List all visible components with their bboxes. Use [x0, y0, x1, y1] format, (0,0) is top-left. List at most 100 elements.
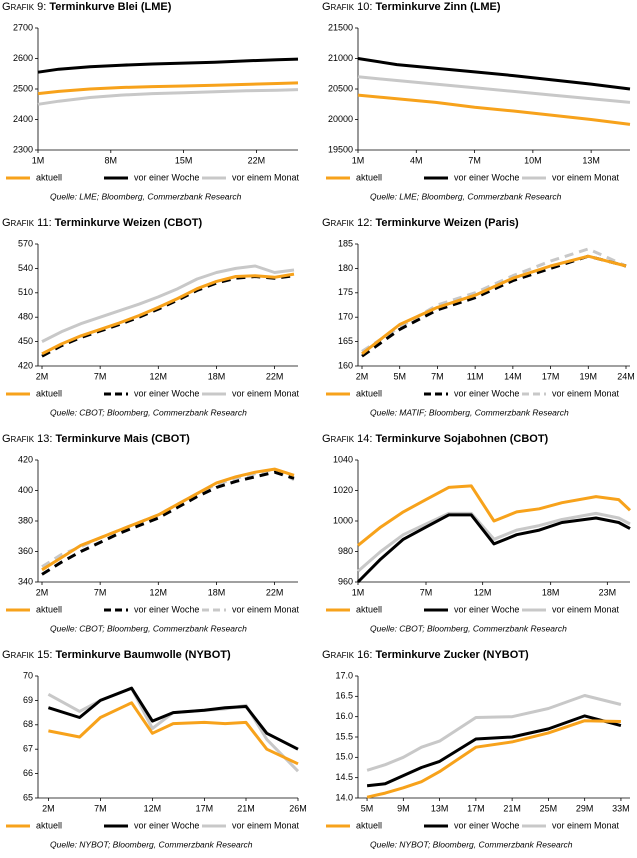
y-tick-label: 1020 — [333, 485, 353, 495]
chart-title-text: Terminkurve Zinn (LME) — [375, 1, 500, 13]
x-tick-label: 17M — [467, 803, 485, 813]
legend-label: vor einer Woche — [134, 604, 199, 614]
series-line — [357, 484, 632, 547]
chart-title: Grafik 11: Terminkurve Weizen (CBOT) — [2, 217, 202, 229]
series-line — [37, 81, 299, 96]
x-tick-label: 25M — [540, 803, 558, 813]
x-tick-label: 2M — [356, 371, 369, 381]
series-line — [366, 694, 622, 772]
x-tick-label: 5M — [393, 371, 406, 381]
x-tick-label: 17M — [196, 803, 214, 813]
y-tick-label: 1000 — [333, 515, 353, 525]
y-tick-label: 16.0 — [335, 711, 353, 721]
chart-title: Grafik 9: Terminkurve Blei (LME) — [2, 1, 172, 13]
legend-label: vor einem Monat — [232, 388, 300, 398]
chart-label: Grafik 12: — [322, 217, 372, 229]
series-line — [41, 264, 295, 343]
x-tick-label: 7M — [468, 155, 481, 165]
chart-title-text: Terminkurve Baumwolle (NYBOT) — [55, 649, 231, 661]
source-note: Quelle: NYBOT; Bloomberg, Commerzbank Re… — [50, 839, 253, 849]
series-line — [41, 272, 295, 356]
legend-label: vor einer Woche — [134, 388, 199, 398]
chart-label: Grafik 13: — [2, 433, 52, 445]
y-tick-label: 20000 — [328, 114, 353, 124]
chart-title: Grafik 16: Terminkurve Zucker (NYBOT) — [322, 649, 529, 661]
series-line — [357, 75, 631, 104]
y-tick-label: 450 — [18, 336, 33, 346]
chart-label: Grafik 10: — [322, 1, 372, 13]
y-tick-label: 70 — [23, 670, 33, 680]
legend-label: aktuell — [356, 388, 382, 398]
series-line — [361, 247, 627, 353]
legend-label: vor einem Monat — [552, 604, 620, 614]
x-tick-label: 22M — [266, 587, 284, 597]
y-tick-label: 185 — [338, 238, 353, 248]
x-tick-label: 22M — [266, 371, 284, 381]
chart-title-text: Terminkurve Weizen (Paris) — [375, 217, 519, 229]
chart-title: Grafik 14: Terminkurve Sojabohnen (CBOT) — [322, 433, 549, 445]
x-tick-label: 15M — [175, 155, 193, 165]
y-tick-label: 2600 — [13, 53, 33, 63]
x-tick-label: 18M — [542, 587, 560, 597]
y-tick-label: 66 — [23, 768, 33, 778]
chart-title: Grafik 15: Terminkurve Baumwolle (NYBOT) — [2, 649, 231, 661]
y-tick-label: 170 — [338, 312, 353, 322]
x-tick-label: 26M — [289, 803, 307, 813]
chart-title-text: Terminkurve Mais (CBOT) — [55, 433, 190, 445]
y-tick-label: 960 — [338, 576, 353, 586]
series-line — [41, 274, 295, 358]
chart-title-text: Terminkurve Zucker (NYBOT) — [375, 649, 529, 661]
x-tick-label: 22M — [248, 155, 266, 165]
legend-label: aktuell — [36, 604, 62, 614]
chart-label: Grafik 14: — [322, 433, 372, 445]
x-tick-label: 11M — [467, 371, 484, 381]
x-tick-label: 2M — [36, 587, 49, 597]
x-tick-label: 12M — [150, 587, 168, 597]
y-tick-label: 180 — [338, 263, 353, 273]
y-tick-label: 980 — [338, 546, 353, 556]
y-tick-label: 14.5 — [335, 772, 353, 782]
x-tick-label: 4M — [410, 155, 423, 165]
source-note: Quelle: NYBOT; Bloomberg, Commerzbank Re… — [370, 839, 573, 849]
legend-label: vor einer Woche — [134, 172, 199, 182]
x-tick-label: 21M — [503, 803, 521, 813]
chart-label: Grafik 16: — [322, 649, 372, 661]
y-tick-label: 380 — [18, 515, 33, 525]
y-tick-label: 480 — [18, 312, 33, 322]
legend-label: vor einem Monat — [552, 820, 620, 830]
y-tick-label: 20500 — [328, 83, 353, 93]
chart-label: Grafik 15: — [2, 649, 52, 661]
x-tick-label: 1M — [352, 587, 365, 597]
series-line — [41, 470, 295, 576]
legend-label: vor einer Woche — [454, 388, 519, 398]
legend-label: vor einem Monat — [552, 172, 620, 182]
series-line — [47, 686, 299, 751]
y-tick-label: 2300 — [13, 144, 33, 154]
y-tick-label: 16.5 — [335, 691, 353, 701]
series-line — [361, 254, 627, 355]
y-tick-label: 68 — [23, 719, 33, 729]
y-tick-label: 1040 — [333, 454, 353, 464]
source-note: Quelle: CBOT; Bloomberg, Commerzbank Res… — [50, 407, 247, 417]
x-tick-label: 1M — [352, 155, 365, 165]
legend-label: aktuell — [36, 172, 62, 182]
y-tick-label: 360 — [18, 546, 33, 556]
legend-label: vor einer Woche — [134, 820, 199, 830]
source-note: Quelle: MATIF; Bloomberg, Commerzbank Re… — [370, 407, 569, 417]
y-tick-label: 69 — [23, 695, 33, 705]
y-tick-label: 570 — [18, 238, 33, 248]
legend-label: aktuell — [36, 388, 62, 398]
x-tick-label: 7M — [94, 803, 107, 813]
series-line — [361, 254, 627, 358]
x-tick-label: 12M — [144, 803, 162, 813]
source-note: Quelle: LME; Bloomberg, Commerzbank Rese… — [50, 191, 242, 201]
x-tick-label: 17M — [542, 371, 560, 381]
y-tick-label: 2700 — [13, 22, 33, 32]
x-tick-label: 18M — [208, 587, 226, 597]
series-line — [357, 93, 631, 126]
y-tick-label: 2400 — [13, 114, 33, 124]
y-tick-label: 15.5 — [335, 731, 353, 741]
series-line — [357, 57, 631, 91]
y-tick-label: 540 — [18, 263, 33, 273]
